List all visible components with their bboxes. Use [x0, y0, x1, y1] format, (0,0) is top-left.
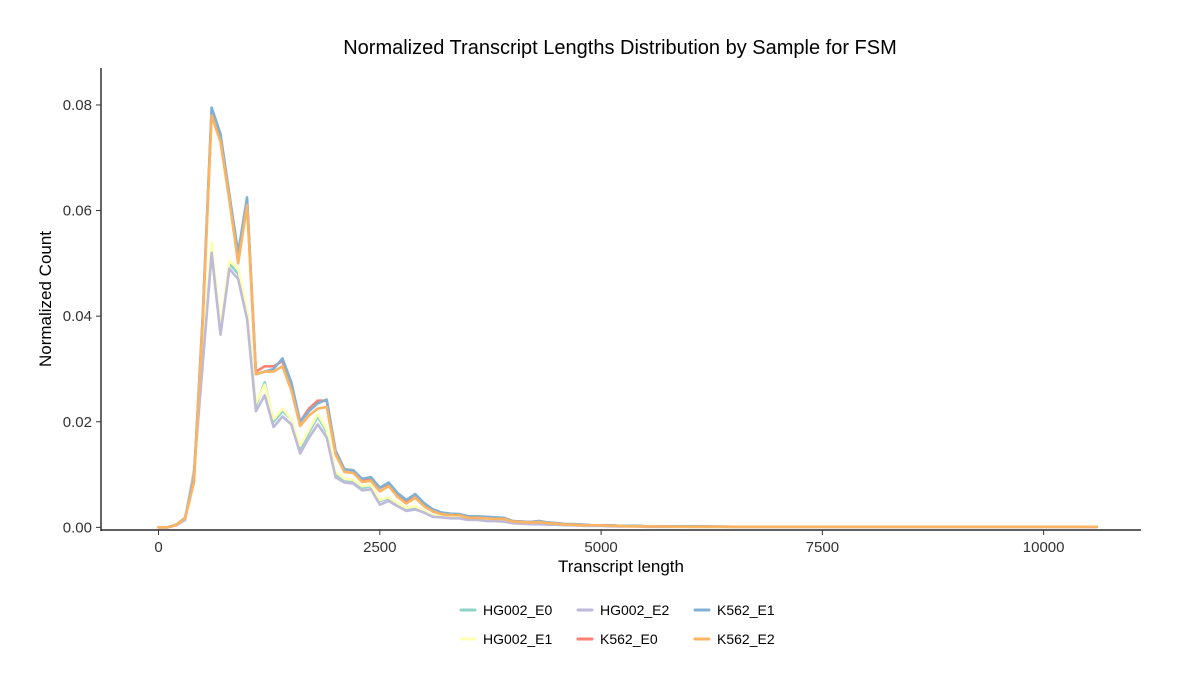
legend-label: HG002_E1 [483, 631, 552, 647]
y-axis-ticks: 0.00 0.02 0.04 0.06 0.08 [63, 97, 101, 536]
y-axis-title: Normalized Count [36, 231, 55, 367]
x-tick-label: 0 [154, 539, 162, 556]
legend-item-hg002-e2: HG002_E2 [576, 602, 669, 618]
x-tick-label: 5000 [584, 539, 617, 556]
legend-item-hg002-e0: HG002_E0 [459, 602, 552, 618]
legend-item-k562-e1: K562_E1 [693, 602, 775, 618]
legend-label: K562_E0 [600, 631, 658, 647]
x-tick-label: 2500 [363, 539, 396, 556]
y-tick-label: 0.04 [63, 308, 92, 325]
y-tick-label: 0.06 [63, 203, 92, 220]
x-tick-label: 10000 [1023, 539, 1065, 556]
legend: HG002_E0 HG002_E1 HG002_E2 K562_E0 K562_E1 K5… [459, 602, 775, 647]
series-layer [157, 106, 1099, 529]
legend-label: HG002_E2 [600, 602, 669, 618]
y-tick-label: 0.02 [63, 414, 92, 431]
y-tick-label: 0.08 [63, 97, 92, 114]
legend-label: K562_E1 [717, 602, 775, 618]
legend-item-k562-e0: K562_E0 [576, 631, 658, 647]
series-line-hg002-e1 [157, 240, 1099, 529]
legend-item-hg002-e1: HG002_E1 [459, 631, 552, 647]
legend-label: K562_E2 [717, 631, 775, 647]
legend-label: HG002_E0 [483, 602, 552, 618]
y-tick-label: 0.00 [63, 519, 92, 536]
series-line-hg002-e2 [157, 251, 1099, 529]
chart-title: Normalized Transcript Lengths Distributi… [343, 37, 897, 59]
x-axis-title: Transcript length [558, 557, 684, 576]
x-axis-ticks: 0 2500 5000 7500 10000 [154, 530, 1064, 556]
series-line-k562-e0 [157, 108, 1099, 529]
x-tick-label: 7500 [806, 539, 839, 556]
series-line-k562-e2 [157, 114, 1099, 529]
legend-item-k562-e2: K562_E2 [693, 631, 775, 647]
series-line-k562-e1 [157, 106, 1099, 529]
series-line-hg002-e0 [157, 251, 1099, 529]
